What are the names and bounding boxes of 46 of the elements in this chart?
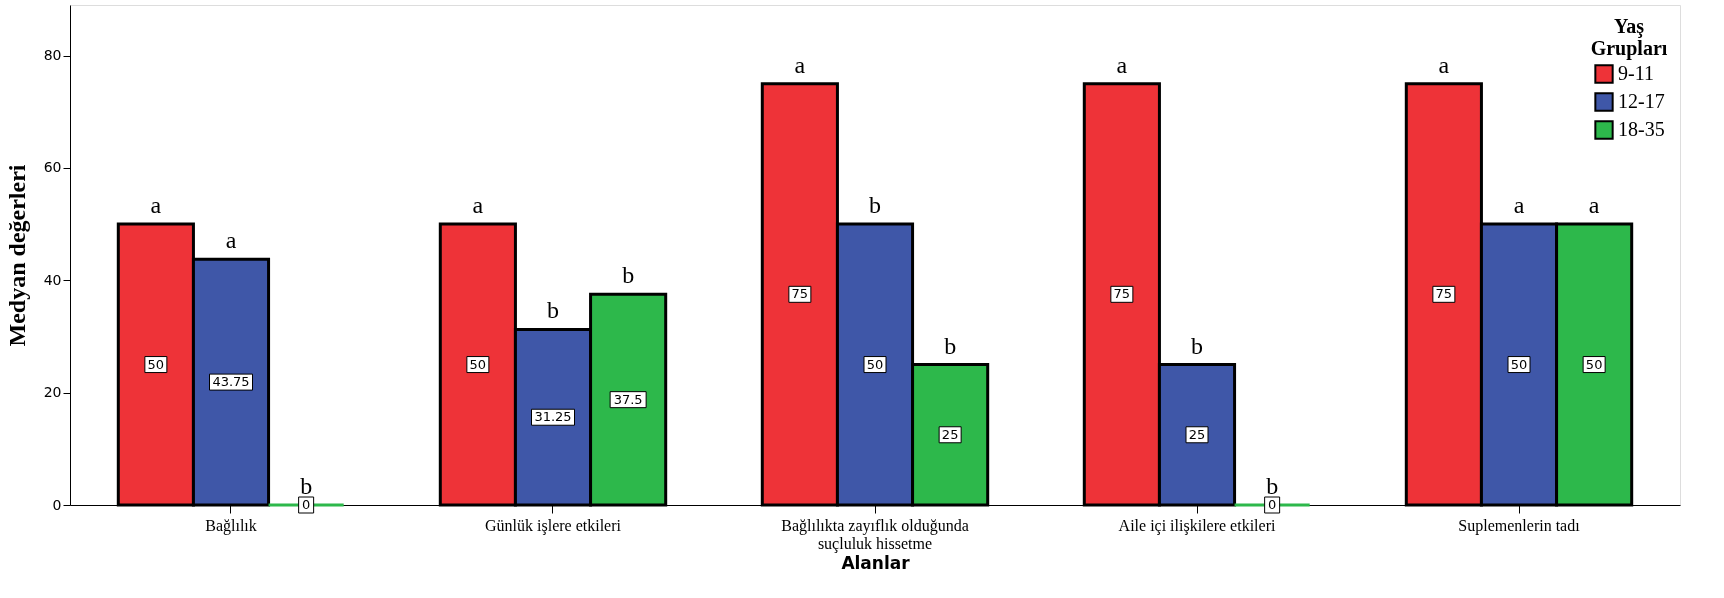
x-tick-label: Günlük işlere etkileri <box>485 516 622 535</box>
y-tick-label: 60 <box>43 159 62 176</box>
data-label: 37.5 <box>613 391 643 407</box>
annotation: a <box>1438 51 1450 78</box>
x-tick-label: Aile içi ilişkilere etkileri <box>1118 516 1276 535</box>
annotation: a <box>225 227 237 254</box>
y-tick-label: 80 <box>43 47 62 64</box>
annotation: a <box>472 192 484 219</box>
legend-label: 9-11 <box>1618 62 1654 84</box>
data-label: 0 <box>301 497 311 512</box>
y-axis-title: Medyan değerleri <box>3 164 30 347</box>
annotation: a <box>1588 192 1600 219</box>
y-tick-label: 0 <box>52 496 62 513</box>
annotation: a <box>1513 192 1525 219</box>
legend-label: 18-35 <box>1618 118 1665 140</box>
y-tick-label: 20 <box>43 384 62 401</box>
annotation: a <box>794 51 806 78</box>
annotation: b <box>547 297 559 324</box>
data-label: 75 <box>1435 286 1453 302</box>
annotation: b <box>1191 332 1203 359</box>
data-label: 50 <box>469 356 487 372</box>
legend-title: Yaş Grupları <box>1590 15 1668 60</box>
annotation: a <box>150 192 162 219</box>
y-tick-label: 40 <box>43 271 62 288</box>
data-label: 75 <box>791 286 809 302</box>
x-tick-label: Bağlılık <box>205 516 257 535</box>
x-tick-label: Suplemenlerin tadı <box>1458 516 1581 535</box>
data-label: 50 <box>866 356 884 372</box>
data-label: 25 <box>1188 426 1206 442</box>
annotation: b <box>869 192 881 219</box>
legend-label: 12-17 <box>1618 90 1665 112</box>
data-label: 75 <box>1113 286 1131 302</box>
data-label: 50 <box>1585 356 1603 372</box>
x-axis-title: Alanlar <box>841 552 911 573</box>
data-label: 50 <box>1510 356 1528 372</box>
data-label: 31.25 <box>534 409 572 425</box>
data-label: 43.75 <box>212 374 250 390</box>
annotation: a <box>1116 51 1128 78</box>
data-label: 25 <box>941 426 959 442</box>
data-label: 50 <box>147 356 165 372</box>
annotation: b <box>622 262 635 289</box>
x-tick-label: Bağlılıkta zayıflık olduğunda suçluluk hissetme <box>781 516 969 553</box>
annotation: b <box>300 473 313 499</box>
data-label: 0 <box>1267 497 1277 512</box>
annotation: b <box>944 332 957 359</box>
annotation: b <box>1266 473 1279 499</box>
